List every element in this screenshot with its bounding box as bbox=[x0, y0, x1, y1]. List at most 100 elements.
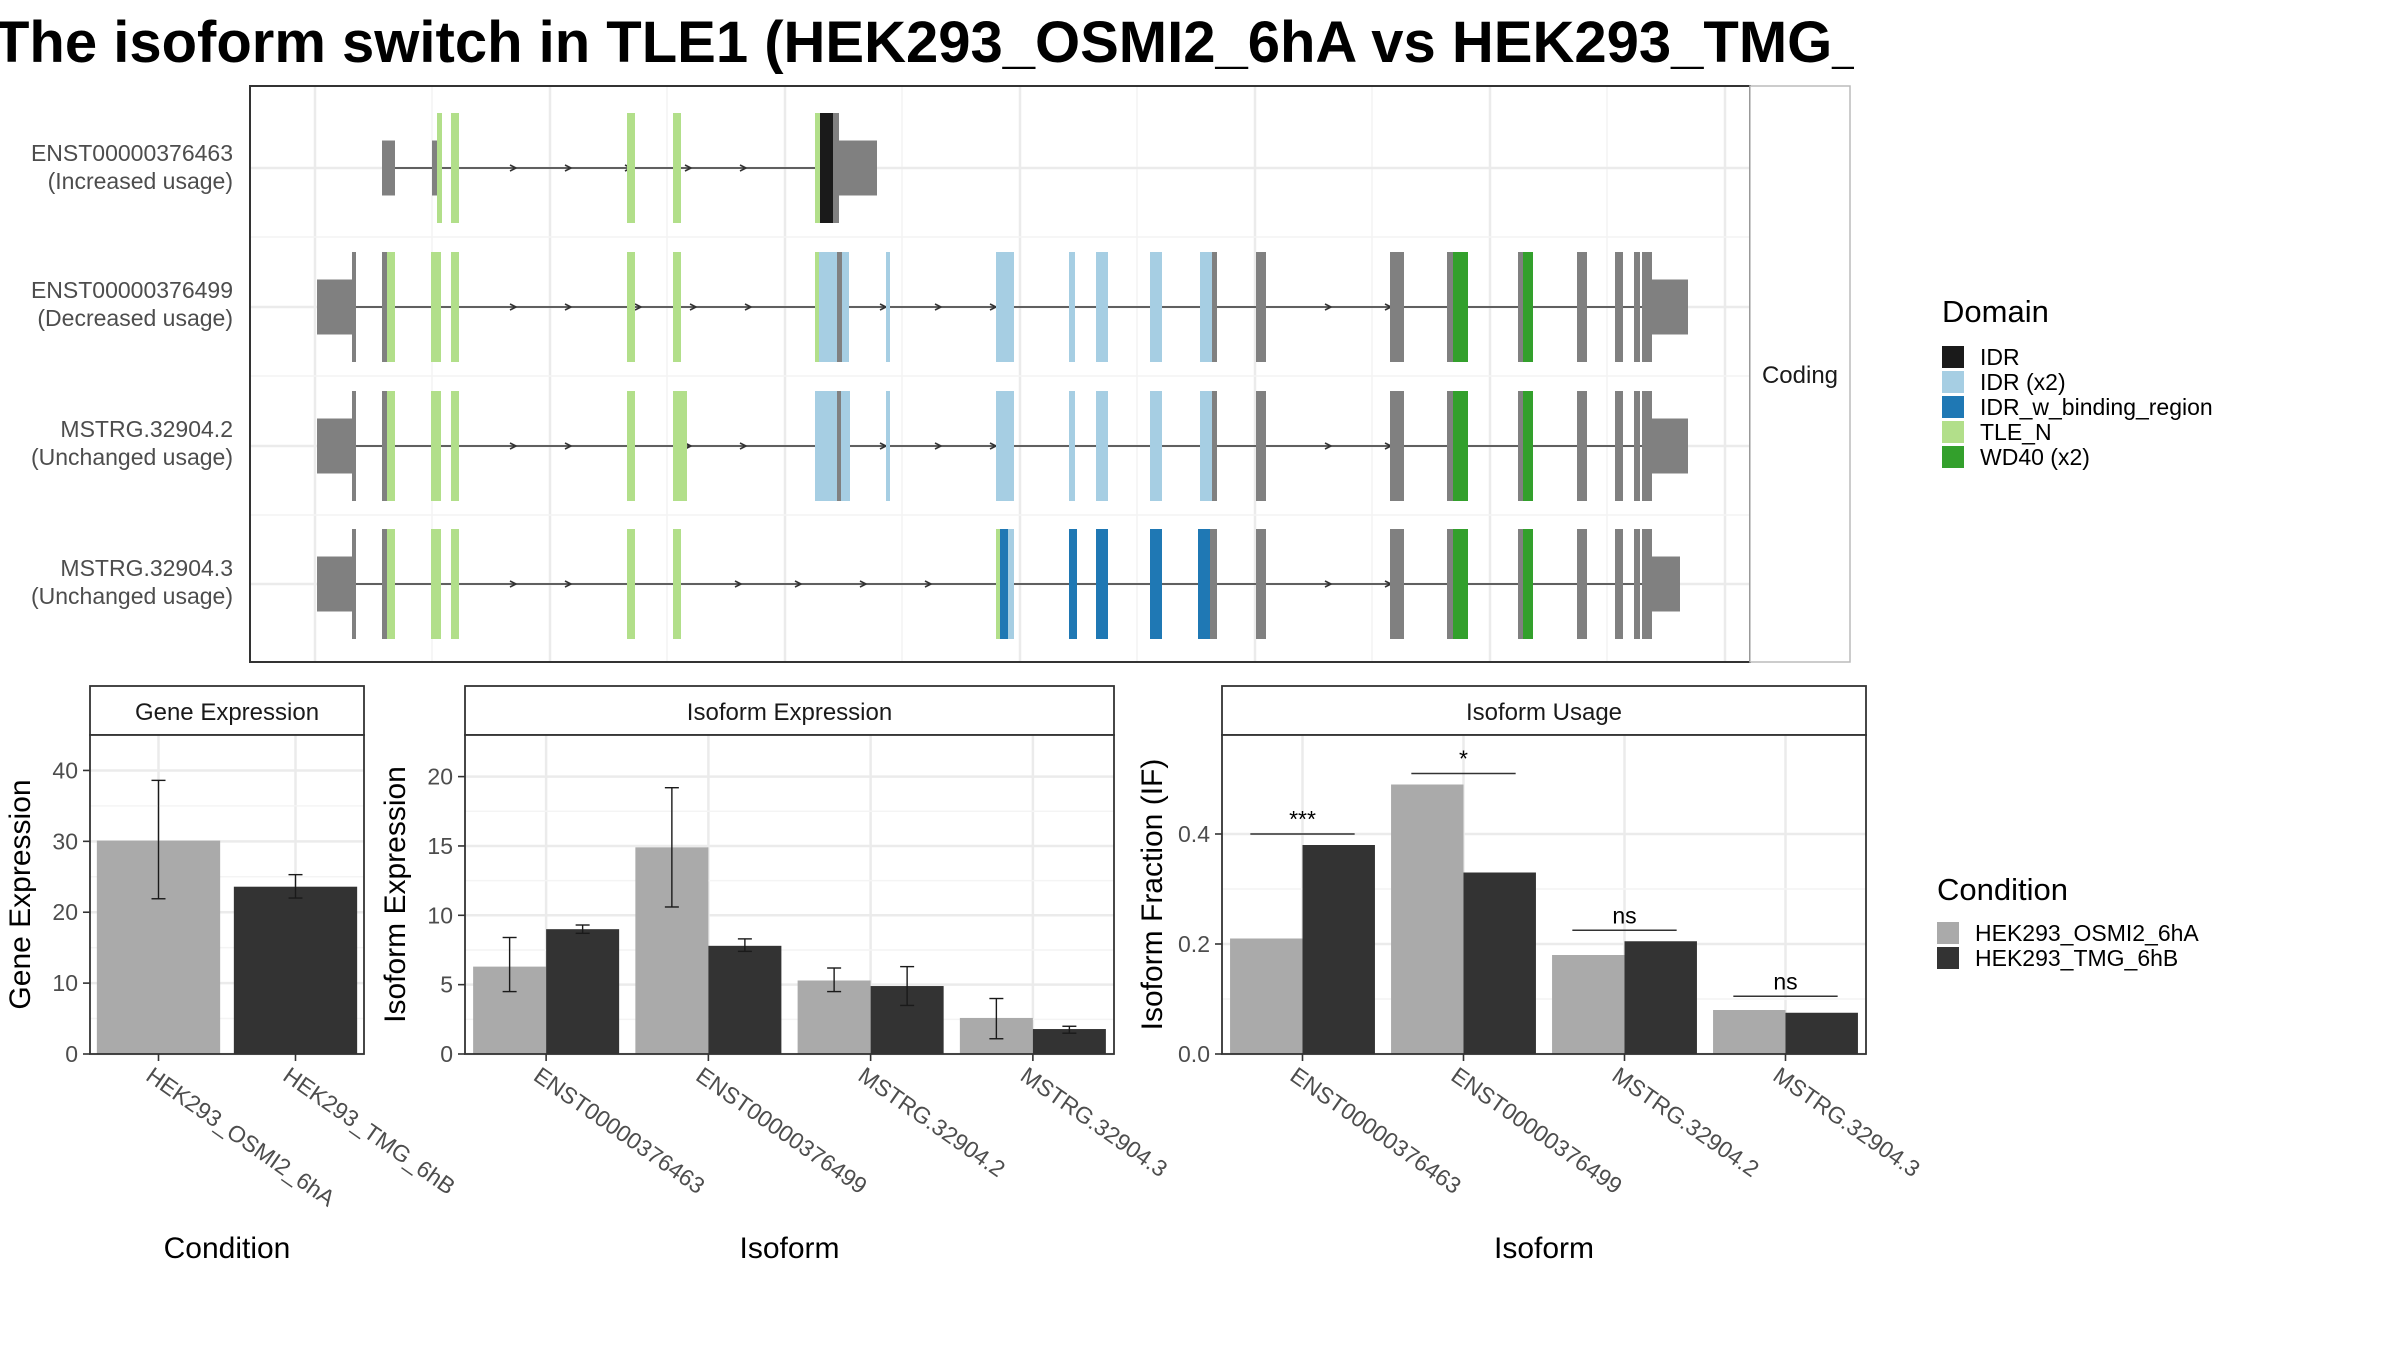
exon-block bbox=[853, 140, 877, 196]
transcript-id-label: MSTRG.32904.2 bbox=[60, 416, 233, 442]
structure-tracks bbox=[317, 113, 1688, 639]
x-tick-label: ENST00000376499 bbox=[692, 1062, 872, 1199]
exon-block bbox=[387, 529, 395, 639]
legend-label: IDR bbox=[1980, 344, 2020, 370]
exon-block bbox=[1390, 252, 1404, 362]
legend-key-idr bbox=[1942, 346, 1964, 368]
exon-block bbox=[1518, 391, 1523, 501]
chart-panel: Isoform Usage0.00.20.4****nsnsENST000003… bbox=[1136, 685, 1925, 1265]
exon-block bbox=[432, 140, 438, 196]
strand-arrow bbox=[934, 442, 943, 450]
bar bbox=[1785, 1012, 1858, 1054]
exon-block bbox=[996, 252, 1014, 362]
exon-block bbox=[1210, 529, 1217, 639]
bar bbox=[546, 929, 620, 1054]
bar bbox=[1552, 955, 1625, 1054]
exon-block bbox=[820, 113, 833, 223]
bar bbox=[1624, 941, 1697, 1054]
exon-block bbox=[1150, 391, 1162, 501]
exon-block bbox=[1447, 529, 1453, 639]
exon-block bbox=[1523, 252, 1533, 362]
exon-block bbox=[382, 391, 387, 501]
y-axis-title: Isoform Fraction (IF) bbox=[1136, 759, 1169, 1031]
transcript-usage-label: (Unchanged usage) bbox=[31, 444, 233, 470]
y-tick-label: 40 bbox=[52, 757, 78, 783]
significance-label: * bbox=[1459, 746, 1468, 772]
exon-block bbox=[886, 252, 890, 362]
exon-block bbox=[1447, 252, 1453, 362]
exon-block bbox=[451, 391, 459, 501]
exon-block bbox=[996, 391, 1014, 501]
exon-block bbox=[627, 529, 635, 639]
strand-arrow bbox=[859, 580, 868, 588]
legend-label: IDR_w_binding_region bbox=[1980, 394, 2213, 420]
exon-block bbox=[1615, 252, 1623, 362]
exon-block bbox=[996, 529, 1000, 639]
exon-block bbox=[627, 113, 635, 223]
exon-block bbox=[815, 252, 819, 362]
legend-key-tle-n bbox=[1942, 421, 1964, 443]
exon-block bbox=[841, 391, 850, 501]
exon-block bbox=[317, 279, 355, 335]
panel-strip-label: Gene Expression bbox=[135, 699, 319, 726]
exon-block bbox=[1642, 252, 1652, 362]
exon-block bbox=[1453, 391, 1468, 501]
exon-block bbox=[382, 252, 387, 362]
exon-block bbox=[352, 529, 356, 639]
legend-key-condition-a bbox=[1937, 922, 1959, 944]
exon-block bbox=[437, 113, 442, 223]
exon-block bbox=[1652, 556, 1680, 612]
exon-block bbox=[1150, 252, 1162, 362]
exon-block bbox=[1615, 391, 1623, 501]
chart-panel: Gene Expression010203040HEK293_OSMI2_6hA… bbox=[4, 685, 460, 1265]
panel-border bbox=[1221, 734, 1867, 1055]
y-tick-label: 10 bbox=[427, 902, 453, 928]
exon-block bbox=[1642, 391, 1652, 501]
transcript-track bbox=[382, 113, 877, 223]
domain-legend-title: Domain bbox=[1942, 294, 2049, 329]
structure-panel: Coding ENST00000376463 (Increased usage)… bbox=[31, 85, 1851, 663]
strand-arrow bbox=[734, 580, 743, 588]
significance-label: ns bbox=[1612, 902, 1636, 928]
exon-block bbox=[317, 418, 355, 474]
x-tick-label: MSTRG.32904.2 bbox=[854, 1062, 1010, 1182]
exon-block bbox=[1577, 529, 1587, 639]
transcript-id-label: ENST00000376499 bbox=[31, 277, 233, 303]
exon-block bbox=[1652, 418, 1688, 474]
exon-block bbox=[1518, 529, 1523, 639]
exon-block bbox=[627, 391, 635, 501]
condition-legend-title: Condition bbox=[1937, 872, 2068, 907]
panel-border bbox=[89, 734, 365, 1055]
x-axis-title: Isoform bbox=[1494, 1232, 1594, 1265]
strand-arrow bbox=[564, 442, 573, 450]
y-tick-label: 0 bbox=[440, 1041, 453, 1067]
legend-label: HEK293_TMG_6hB bbox=[1975, 945, 2178, 971]
legend-key-wd40 bbox=[1942, 446, 1964, 468]
x-tick-label: ENST00000376499 bbox=[1447, 1062, 1627, 1199]
exon-block bbox=[1518, 252, 1523, 362]
significance-label: *** bbox=[1289, 806, 1316, 832]
exon-block bbox=[1577, 391, 1587, 501]
panel-strip bbox=[464, 685, 1115, 736]
exon-block bbox=[673, 391, 687, 501]
bar bbox=[233, 886, 358, 1054]
exon-block bbox=[1069, 529, 1077, 639]
strand-arrow bbox=[739, 442, 748, 450]
exon-block bbox=[673, 252, 681, 362]
exon-block bbox=[1634, 391, 1640, 501]
y-tick-label: 10 bbox=[52, 970, 78, 996]
exon-block bbox=[352, 391, 356, 501]
exon-block bbox=[815, 391, 839, 501]
exon-block bbox=[1634, 529, 1640, 639]
exon-block bbox=[1200, 391, 1212, 501]
exon-block bbox=[1256, 391, 1266, 501]
chart-panel: Isoform Expression 0 5 10 15 20 ENST0000037646… bbox=[379, 685, 1172, 1265]
y-tick-label: 15 bbox=[427, 833, 453, 859]
transcript-id-label: MSTRG.32904.3 bbox=[60, 555, 233, 581]
strand-arrow bbox=[739, 164, 748, 172]
exon-block bbox=[673, 113, 681, 223]
exon-block bbox=[382, 529, 387, 639]
strand-arrow bbox=[689, 303, 698, 311]
exon-block bbox=[1200, 252, 1212, 362]
